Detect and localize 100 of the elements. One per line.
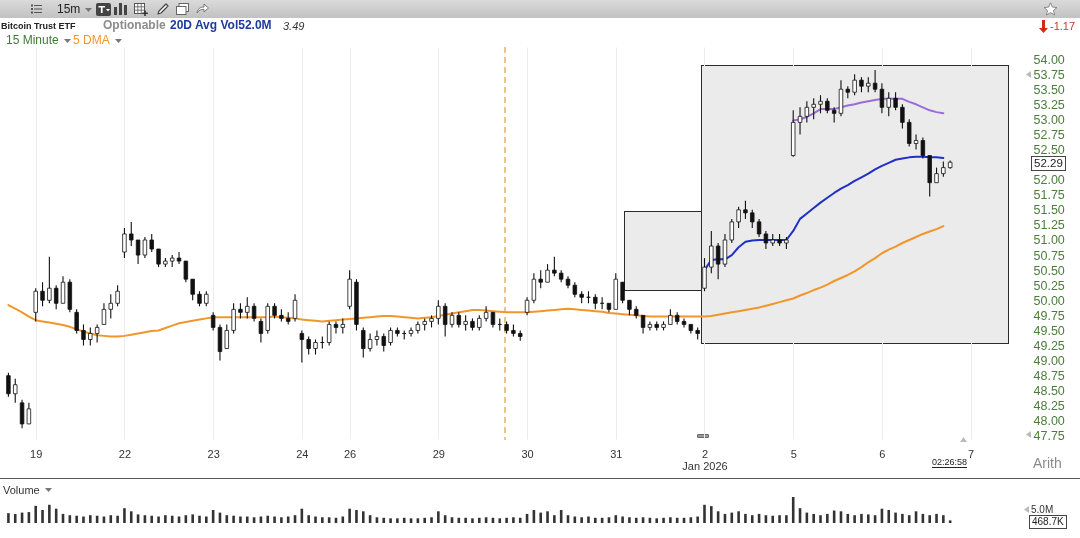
bar (710, 506, 713, 523)
candlestick (183, 260, 189, 283)
candlestick (804, 100, 810, 123)
bar (587, 516, 590, 523)
bar (791, 497, 795, 523)
bar (280, 517, 283, 523)
candlestick (190, 278, 195, 301)
candlestick (101, 302, 107, 325)
y-tick-label: 49.50 (1033, 323, 1065, 338)
x-tick-label: 31 (610, 447, 623, 460)
y-tick-label: 53.50 (1033, 82, 1065, 97)
x-tick-label: 7 (968, 447, 975, 460)
bar (129, 511, 133, 523)
bar (594, 517, 597, 523)
bar (730, 512, 734, 523)
bar (109, 515, 113, 523)
y-tick-label: 54.00 (1033, 52, 1065, 67)
candlestick (6, 372, 11, 398)
bar (382, 517, 386, 523)
bar (901, 513, 904, 523)
candlestick (40, 281, 45, 307)
bar (778, 515, 781, 523)
y-tick-label: 48.75 (1033, 369, 1065, 384)
x-tick-label: 2 Jan 2026 (682, 447, 728, 472)
bar (471, 518, 474, 523)
y-tick-label: 52.00 (1033, 173, 1065, 188)
y-tick-label: 50.25 (1033, 278, 1065, 293)
candlestick (176, 251, 182, 265)
bar (696, 516, 699, 523)
bar (621, 516, 624, 523)
bar (894, 512, 897, 523)
bar (89, 515, 92, 523)
bar (232, 515, 235, 523)
candlestick (920, 136, 926, 160)
candlestick (94, 323, 100, 344)
candlestick (156, 248, 161, 268)
y-tick-label: 49.00 (1033, 354, 1065, 369)
candlestick (245, 296, 250, 319)
bar (853, 515, 856, 523)
bar (82, 516, 85, 523)
candlestick (74, 308, 79, 335)
candlestick (681, 317, 687, 328)
candlestick (750, 209, 755, 229)
candlestick (210, 311, 216, 331)
candlestick (797, 106, 803, 135)
text: Optionable (103, 18, 166, 33)
y-tick-label: 48.50 (1033, 384, 1065, 399)
bar (928, 515, 931, 523)
candlestick (913, 133, 919, 151)
bar (355, 510, 358, 523)
bar (164, 515, 167, 523)
candlestick (436, 299, 441, 325)
y-tick-label: 49.75 (1033, 308, 1065, 323)
candlestick (108, 293, 113, 319)
bar (314, 516, 317, 523)
candlestick (893, 91, 898, 111)
candlestick (886, 91, 891, 117)
bar (430, 517, 433, 523)
bar (662, 517, 665, 523)
bar (887, 510, 891, 523)
chart-title: Volume (3, 484, 40, 497)
candlestick (736, 206, 741, 229)
bar (245, 516, 249, 523)
bar (512, 517, 515, 523)
text: Arith (1033, 455, 1062, 472)
y-tick-label: 51.00 (1033, 233, 1065, 248)
candlestick (47, 256, 52, 304)
bar (553, 515, 556, 523)
x-tick-label: 22 (118, 447, 132, 460)
bar (396, 518, 399, 523)
y-tick-label: 50.00 (1033, 293, 1065, 308)
x-tick-label: 30 (521, 447, 534, 460)
bar (123, 508, 126, 523)
candlestick (361, 326, 366, 359)
candlestick (545, 263, 550, 283)
bar (634, 517, 638, 523)
candlestick (53, 284, 59, 310)
candlestick (251, 302, 257, 322)
candlestick (129, 221, 134, 247)
bar (812, 513, 815, 523)
text: 468.7K (1029, 515, 1067, 529)
y-tick-label: 50.50 (1033, 263, 1065, 278)
bar (518, 517, 522, 523)
candlestick (13, 378, 18, 404)
bar (225, 515, 229, 523)
y-tick-label: 48.00 (1033, 414, 1065, 429)
bar (48, 504, 51, 523)
bar (477, 517, 481, 523)
y-tick-label: 53.75 (1033, 67, 1065, 82)
candlestick (702, 257, 707, 292)
bar (191, 514, 194, 523)
text: 15m (57, 2, 81, 17)
bar (348, 508, 351, 523)
candlestick (231, 302, 236, 335)
bar (423, 517, 426, 523)
candlestick (907, 118, 912, 148)
candlestick (333, 320, 339, 335)
bar (614, 515, 618, 523)
text: 5.0M (1031, 504, 1054, 516)
bar (116, 515, 119, 523)
